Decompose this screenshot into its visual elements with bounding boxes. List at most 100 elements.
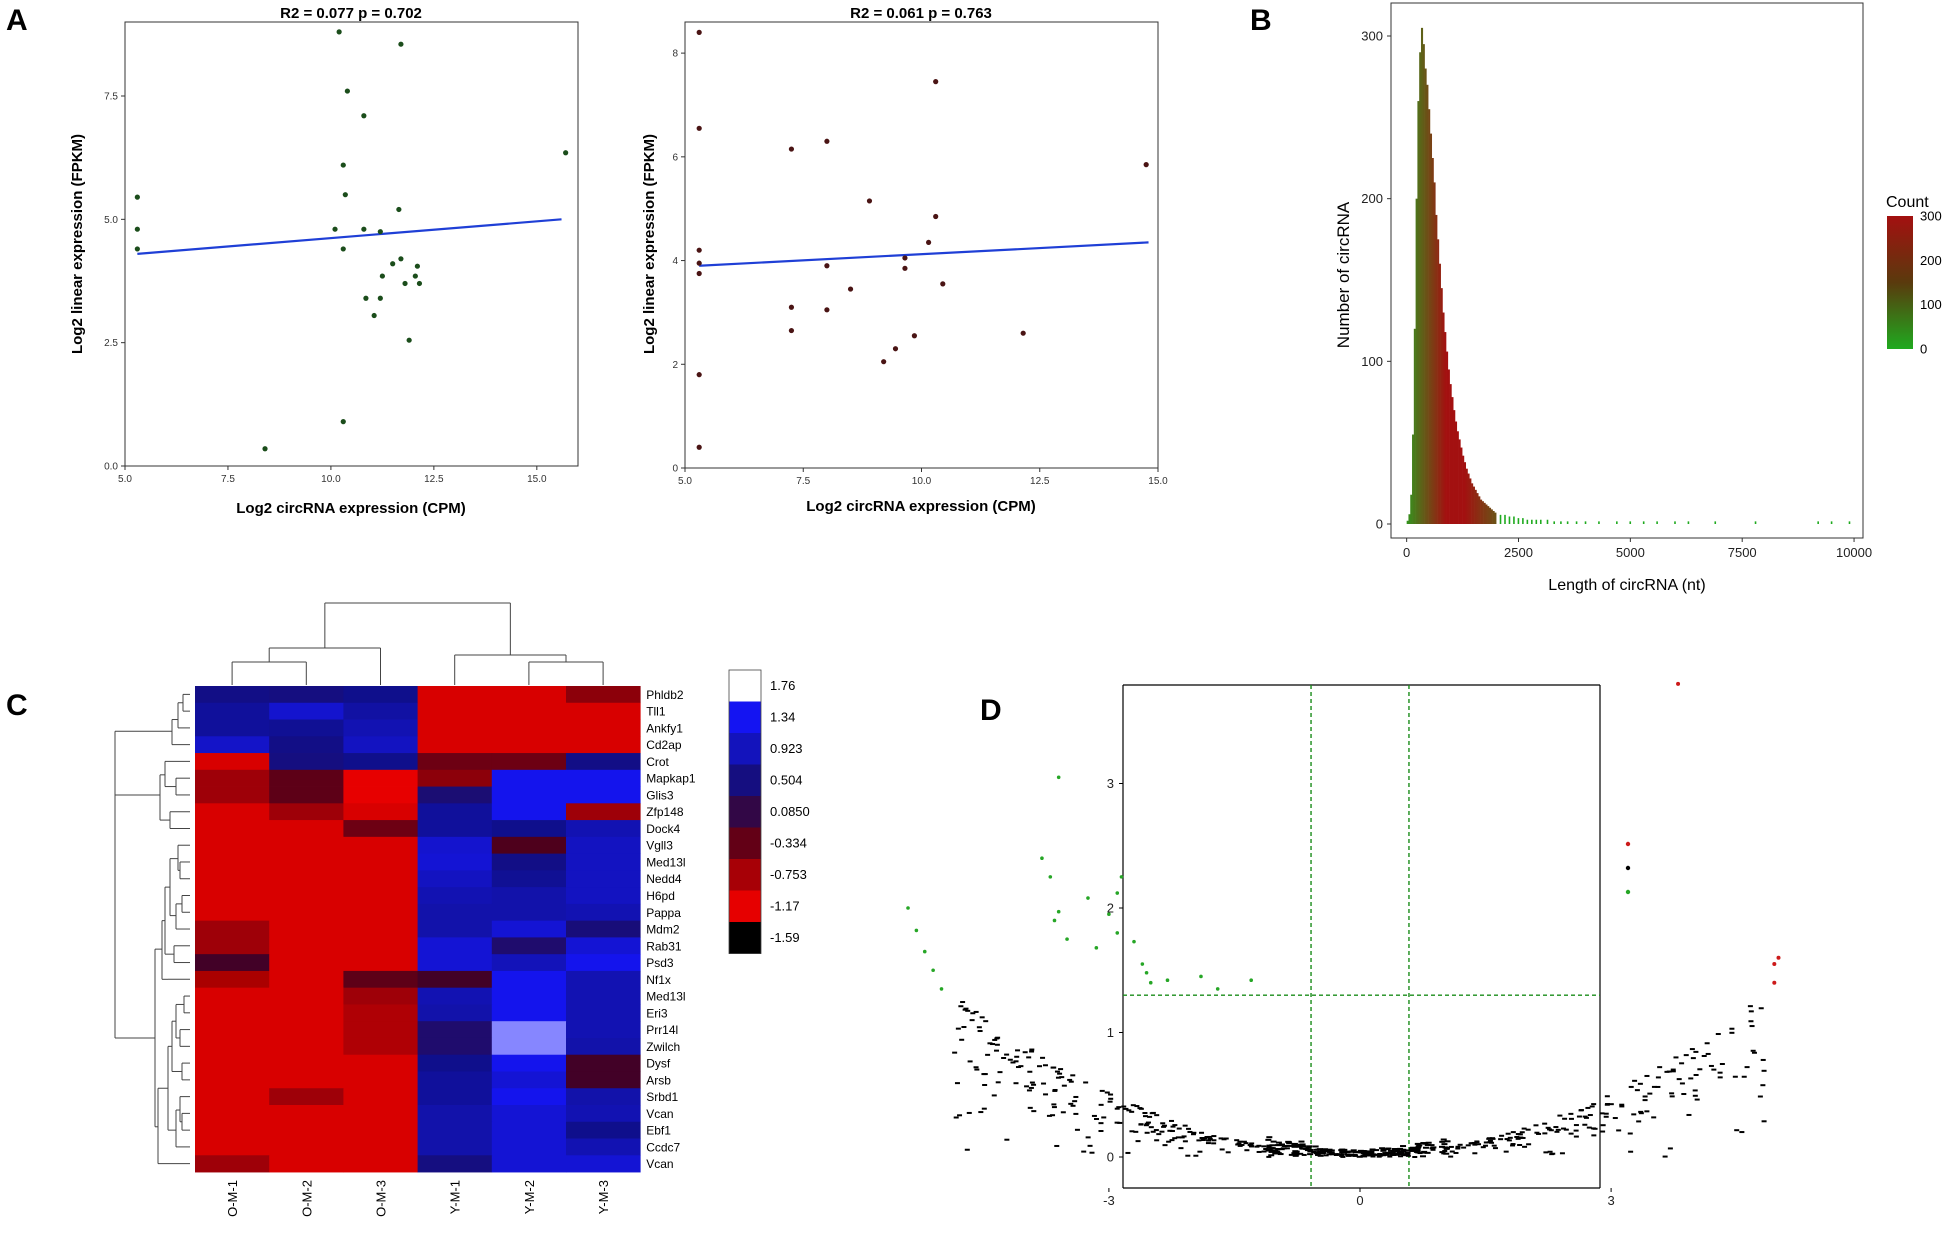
volcano-point [1757,1095,1763,1098]
volcano-point [1266,1136,1273,1139]
color-scale-label: 0.504 [770,772,803,787]
heatmap-cell [343,702,418,720]
heatmap-cell [566,920,641,938]
volcano-point [1608,1103,1614,1106]
volcano-point [1628,1150,1634,1153]
volcano-point [1627,1132,1633,1135]
volcano-point [1504,1138,1510,1141]
color-scale-frame [728,669,762,954]
x-tick-label: 5000 [1616,545,1645,560]
volcano-point [1050,1066,1056,1069]
volcano-point [1068,1080,1074,1083]
volcano-point [995,1081,1001,1084]
volcano-point [979,1016,985,1019]
volcano-point [1520,1136,1526,1139]
fit-line-group [699,241,1149,267]
volcano-point [1266,1146,1272,1149]
volcano-point [1409,1149,1415,1152]
data-point [696,444,702,450]
heatmap-cell [491,803,567,821]
heatmap-cell [566,803,641,821]
color-scale-swatch [729,764,761,797]
volcano-point [1176,1127,1182,1130]
histogram-bar [1492,510,1495,524]
volcano-point [1333,1153,1339,1156]
heatmap-cell [566,987,641,1005]
chart-title: R2 = 0.061 p = 0.763 [850,5,992,22]
row-label: Eri3 [646,1006,668,1020]
volcano-point [1098,1103,1104,1106]
volcano-point [1339,1154,1345,1157]
row-label: Mapkap1 [646,772,696,786]
volcano-point [1483,1141,1489,1144]
volcano-point [1510,1131,1516,1134]
down-regulated-point [1048,875,1053,879]
volcano-point [1385,1147,1392,1150]
volcano-point [1031,1110,1037,1113]
volcano-point [1358,1151,1365,1154]
volcano-point [1243,1142,1249,1145]
volcano-point [1542,1132,1548,1135]
heatmap-cell [417,719,493,737]
color-scale-label: 1.34 [770,709,795,724]
volcano-point [1377,1154,1383,1157]
heatmap-cell [566,786,641,804]
heatmap-cell [195,870,270,888]
volcano-point [1291,1142,1298,1145]
data-point [344,88,350,94]
volcano-point [985,1053,991,1056]
x-tick-label: 5.0 [118,474,132,485]
heatmap-cell [343,719,418,737]
volcano-point [1377,1152,1383,1155]
volcano-point [1339,1151,1346,1154]
volcano-point [1061,1084,1067,1087]
volcano-point [1616,1129,1622,1132]
heatmap-cell [195,1138,270,1156]
heatmap-cell [566,769,641,787]
volcano-point [1439,1151,1446,1154]
volcano-point [1269,1147,1276,1150]
heatmap-cell [195,702,270,720]
volcano-point [1237,1140,1243,1143]
volcano-point [1199,1137,1205,1140]
volcano-point [1275,1141,1282,1144]
data-point [902,255,908,261]
y-tick-label: 5.0 [104,215,118,226]
volcano-point [1655,1085,1661,1088]
volcano-point [1051,1106,1057,1109]
row-label: Nf1x [646,973,671,987]
histogram-bar [1456,431,1459,524]
histogram-bar [1504,514,1506,524]
volcano-point [1398,1153,1405,1156]
volcano-point [1472,1143,1478,1146]
data-point [696,29,702,35]
row-label: Vgll3 [646,839,673,853]
histogram-bar [1754,521,1757,524]
heatmap-cell [417,1138,493,1156]
heatmap-cell [417,820,493,838]
heatmap-cell [343,1037,418,1056]
color-scale-label: 0.923 [770,741,803,756]
volcano-point [960,1001,966,1004]
volcano-point [1172,1124,1178,1127]
volcano-point [1487,1139,1493,1142]
volcano-point [1669,1095,1675,1098]
legend-labels: 300 200 100 0 [1913,209,1942,357]
histogram-bar [1483,502,1486,524]
volcano-point [1073,1095,1079,1098]
volcano-point [1292,1154,1299,1157]
heatmap-cell [343,753,418,771]
volcano-point [1525,1128,1531,1131]
volcano-point [1160,1122,1166,1125]
volcano-point [1094,1118,1100,1121]
histogram-bar [1513,516,1515,524]
heatmap-cell [491,1054,567,1072]
x-tick-label: 7.5 [796,476,810,487]
volcano-point [1307,1150,1314,1153]
volcano-point [992,1038,998,1041]
heatmap-cell [491,786,567,804]
fit-line [699,241,1149,267]
volcano-point [1098,1130,1104,1133]
volcano-point [1506,1139,1512,1142]
volcano-point [1072,1100,1078,1103]
